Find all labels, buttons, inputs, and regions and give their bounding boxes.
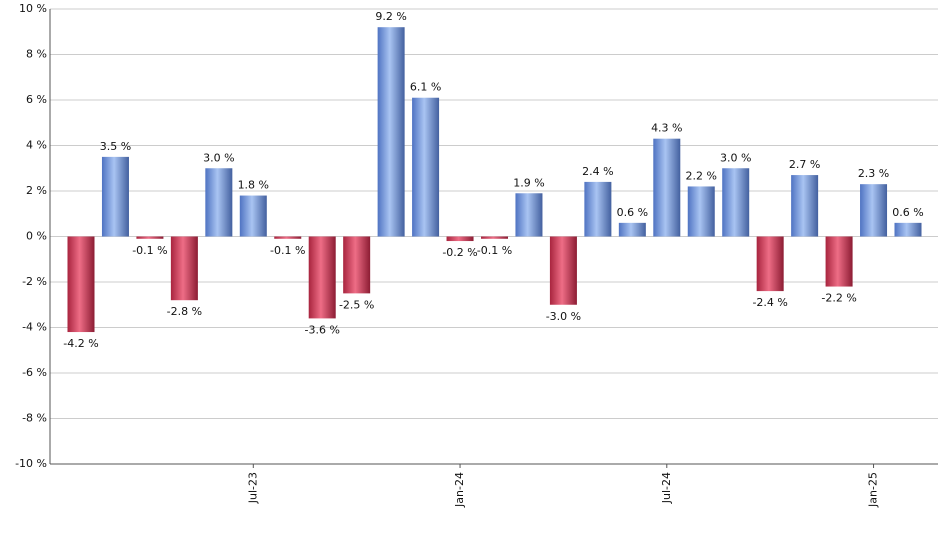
value-label: -0.2 % xyxy=(442,246,477,259)
bar xyxy=(67,236,95,333)
value-label: 4.3 % xyxy=(651,122,682,135)
y-tick-label: 2 % xyxy=(26,184,47,197)
value-label: 3.5 % xyxy=(100,140,131,153)
bar xyxy=(722,168,750,237)
bar xyxy=(446,236,474,242)
bar xyxy=(549,236,577,305)
value-label: 2.3 % xyxy=(858,167,889,180)
bar xyxy=(239,195,267,237)
y-tick-label: -2 % xyxy=(22,275,47,288)
bar xyxy=(825,236,853,287)
bar xyxy=(756,236,784,292)
x-tick-label: Jan-24 xyxy=(453,472,466,508)
bar xyxy=(618,222,646,237)
y-tick-label: -6 % xyxy=(22,366,47,379)
y-tick-label: 6 % xyxy=(26,93,47,106)
value-label: 0.6 % xyxy=(617,206,648,219)
y-tick-label: 4 % xyxy=(26,139,47,152)
value-label: -2.4 % xyxy=(752,296,787,309)
value-label: 1.8 % xyxy=(238,179,269,192)
bar xyxy=(412,97,440,237)
bar xyxy=(894,222,922,237)
y-tick-label: -8 % xyxy=(22,412,47,425)
bar xyxy=(205,168,233,237)
value-label: -3.0 % xyxy=(546,310,581,323)
bar xyxy=(791,175,819,237)
bar xyxy=(584,181,612,237)
x-tick-label: Jan-25 xyxy=(867,472,880,508)
value-label: -0.1 % xyxy=(270,244,305,257)
bar xyxy=(308,236,336,319)
bar xyxy=(274,236,302,239)
bar xyxy=(377,27,405,237)
y-tick-label: 8 % xyxy=(26,48,47,61)
bar xyxy=(101,156,129,237)
value-label: 3.0 % xyxy=(720,151,751,164)
x-tick-label: Jul-23 xyxy=(246,472,259,504)
value-label: 9.2 % xyxy=(375,10,406,23)
y-tick-label: -10 % xyxy=(15,457,47,470)
value-label: 3.0 % xyxy=(203,151,234,164)
value-label: -2.5 % xyxy=(339,298,374,311)
value-label: 1.9 % xyxy=(513,176,544,189)
bar xyxy=(481,236,508,239)
value-label: 2.4 % xyxy=(582,165,613,178)
value-label: -2.8 % xyxy=(167,305,202,318)
y-tick-label: -4 % xyxy=(22,321,47,334)
bar xyxy=(860,184,888,237)
bar xyxy=(687,186,715,237)
bar xyxy=(170,236,198,301)
value-label: -0.1 % xyxy=(477,244,512,257)
value-label: -3.6 % xyxy=(304,323,339,336)
y-tick-label: 0 % xyxy=(26,230,47,243)
value-label: -4.2 % xyxy=(63,337,98,350)
value-label: -2.2 % xyxy=(821,292,856,305)
value-label: 2.2 % xyxy=(686,169,717,182)
y-tick-label: 10 % xyxy=(19,2,47,15)
bar xyxy=(653,138,681,237)
bar xyxy=(343,236,371,294)
bar xyxy=(136,236,164,239)
value-label: 0.6 % xyxy=(892,206,923,219)
value-label: -0.1 % xyxy=(132,244,167,257)
bar xyxy=(515,193,543,237)
value-label: 6.1 % xyxy=(410,81,441,94)
x-tick-label: Jul-24 xyxy=(660,472,673,504)
value-label: 2.7 % xyxy=(789,158,820,171)
